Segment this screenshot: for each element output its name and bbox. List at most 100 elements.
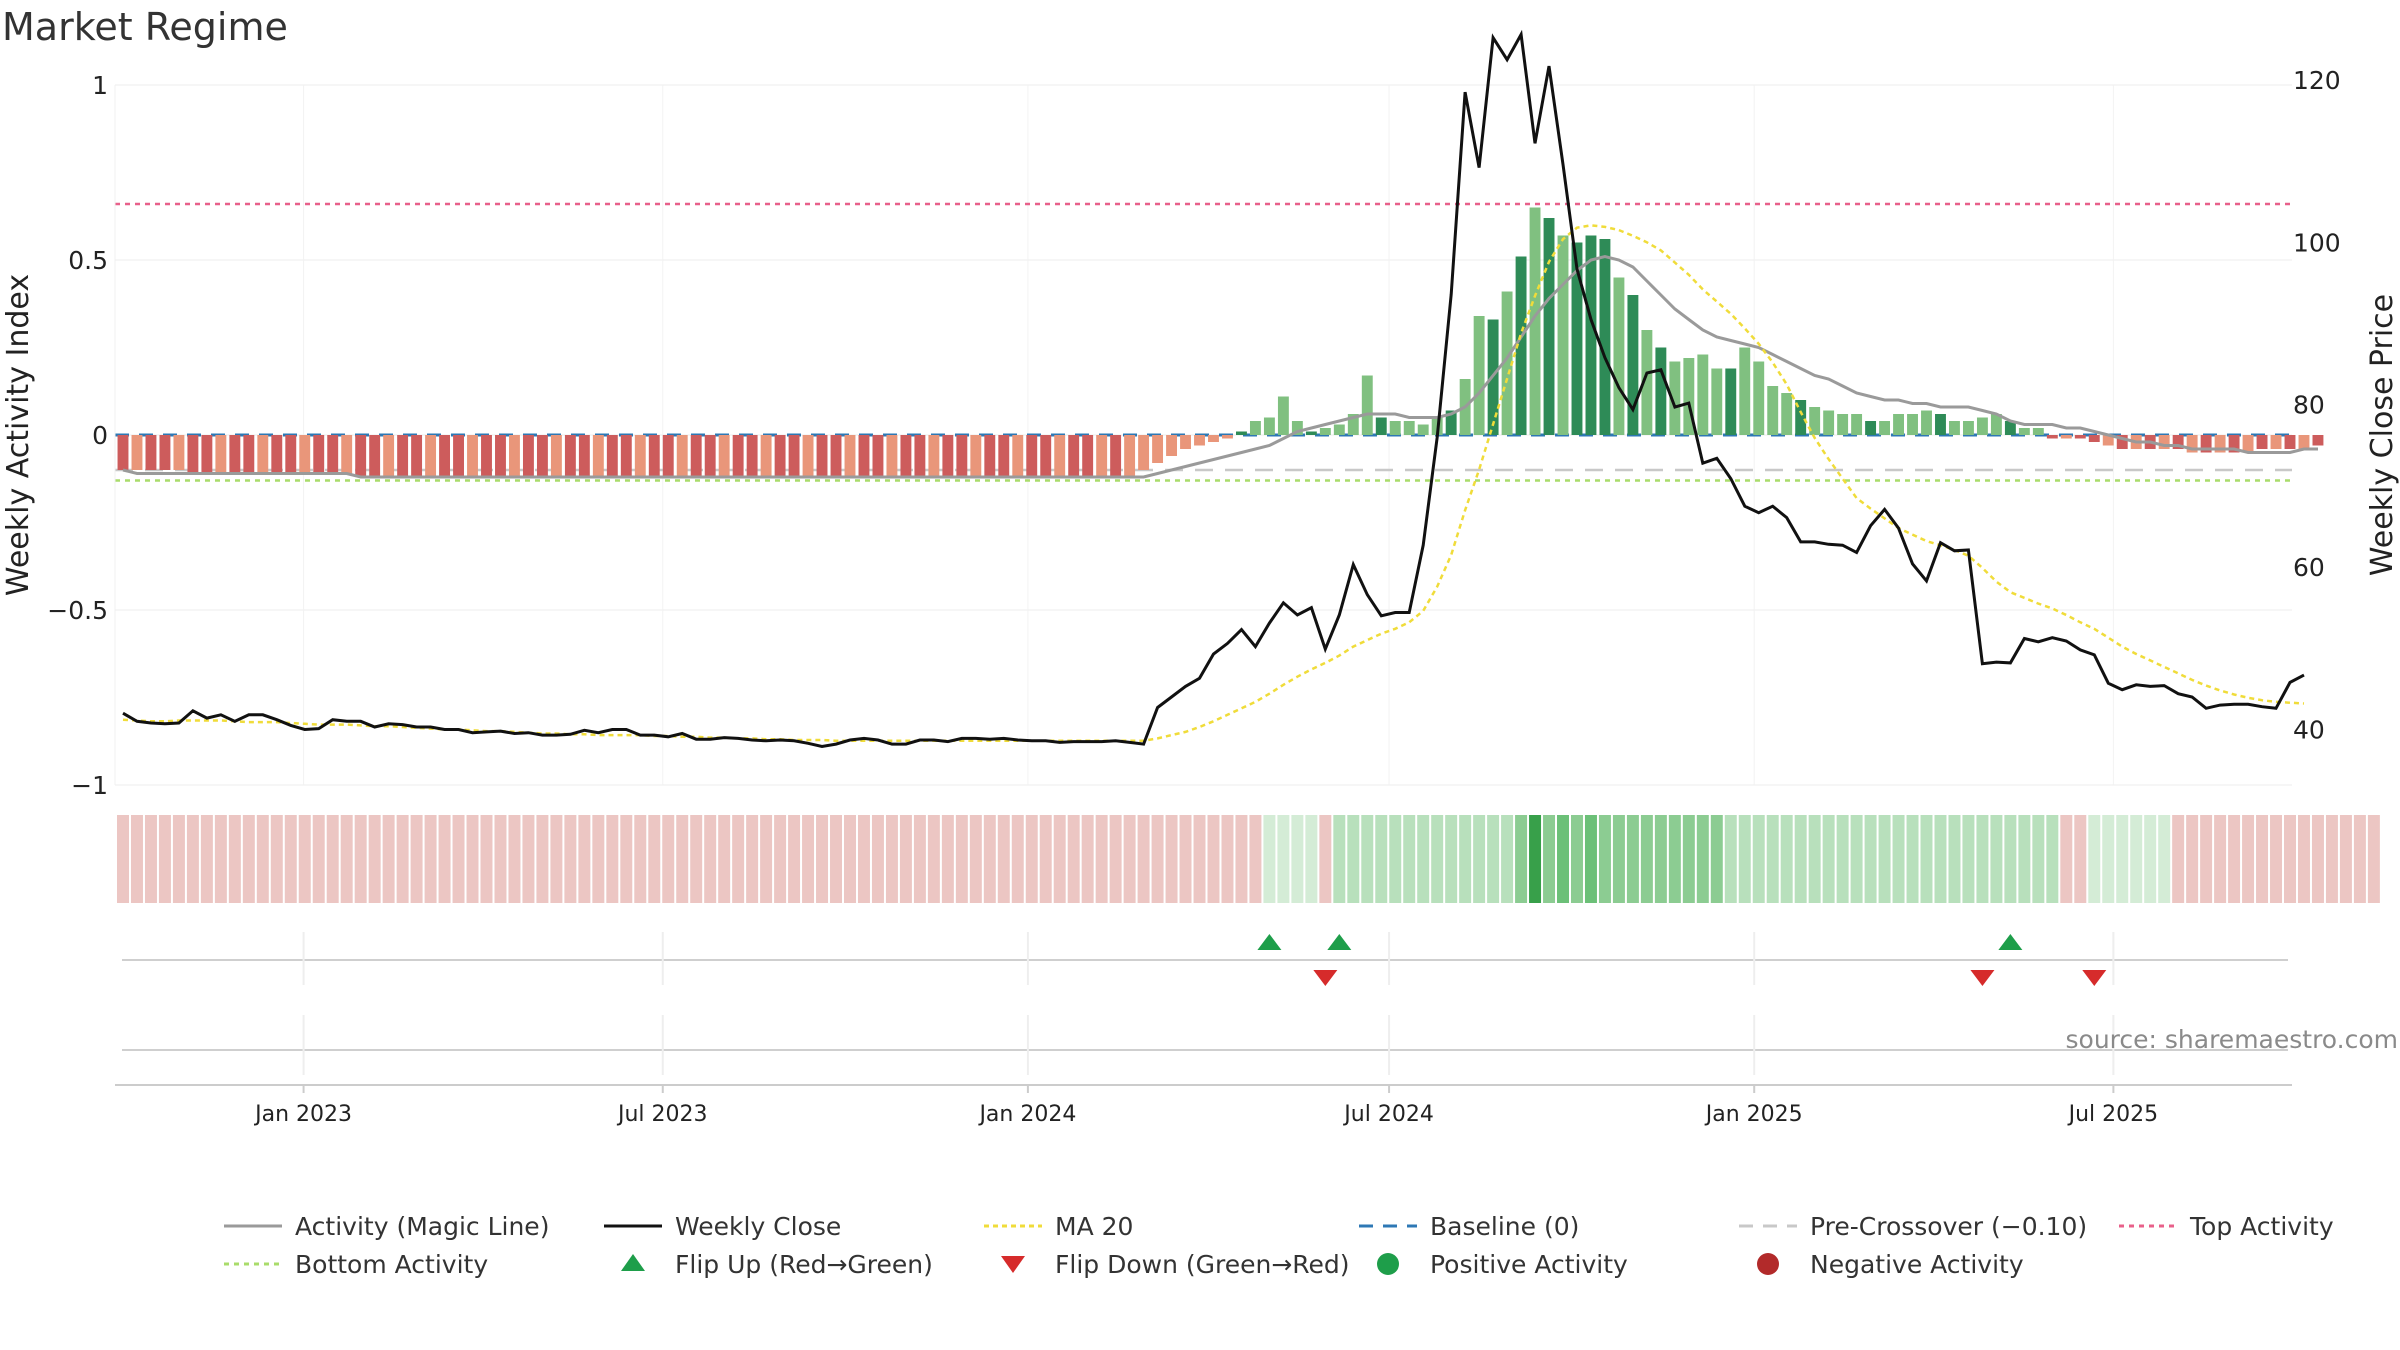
regime-cell [144,815,157,903]
activity-bar [1361,375,1373,435]
regime-cell [1389,815,1402,903]
activity-bar [1082,435,1094,477]
legend-label: MA 20 [1055,1212,1133,1241]
regime-cell [354,815,367,903]
regime-cell [955,815,968,903]
x-axis: Jan 2023 Jul 2023 Jan 2024 Jul 2024 Jan 2025… [115,1084,2292,1127]
activity-bar [1124,435,1136,477]
activity-bar [620,435,632,477]
regime-cell [1570,815,1583,903]
regime-cell [1836,815,1849,903]
regime-cell [662,815,675,903]
regime-cell [284,815,297,903]
weekly-close-series [122,29,2305,749]
regime-cell [941,815,954,903]
regime-cell [508,815,521,903]
activity-bar [676,435,688,477]
flip-down-marker [1970,970,1995,986]
regime-cell [830,815,843,903]
legend: Activity (Magic Line) Weekly Close MA 20 Ba… [224,1212,2334,1279]
activity-bar [355,435,367,477]
regime-cell [1193,815,1206,903]
activity-bar [998,435,1010,477]
activity-bar [1110,435,1122,477]
activity-bar [187,435,199,474]
activity-bar [2242,435,2254,453]
regime-cell [2339,815,2352,903]
regime-cell [606,815,619,903]
regime-cell [2102,815,2115,903]
regime-cell [1221,815,1234,903]
activity-bar [1319,428,1331,435]
activity-bar [1557,235,1569,435]
regime-cell [1151,815,1164,903]
regime-cell [298,815,311,903]
legend-item-ma20: MA 20 [984,1212,1133,1241]
activity-bar [1417,424,1429,435]
legend-item-flipup: Flip Up (Red→Green) [621,1250,933,1279]
activity-bar [1781,393,1793,435]
regime-cell [774,815,787,903]
activity-bar [1347,414,1359,435]
regime-cell [2158,815,2171,903]
regime-cell [997,815,1010,903]
regime-cell [676,815,689,903]
regime-cell [2256,815,2269,903]
regime-cell [1319,815,1332,903]
regime-cell [536,815,549,903]
activity-bar [732,435,744,477]
legend-label: Activity (Magic Line) [295,1212,549,1241]
regime-cell [1584,815,1597,903]
regime-cell [130,815,143,903]
activity-bar [774,435,786,477]
x-tick-label: Jan 2025 [1704,1102,1803,1127]
activity-bar [1962,421,1974,435]
regime-cell [382,815,395,903]
legend-label: Pre-Crossover (−0.10) [1810,1212,2087,1241]
regime-cell [2325,815,2338,903]
activity-bar [1096,435,1108,477]
activity-bar [1865,421,1877,435]
legend-swatch [621,1254,645,1271]
legend-item-bottom: Bottom Activity [224,1250,488,1279]
regime-cell [368,815,381,903]
y-left-tick-label: 0.5 [68,246,108,275]
regime-cell [1263,815,1276,903]
regime-cell [1249,815,1262,903]
axes: 1 0.5 0 −0.5 −1 120 100 80 60 40 Weekly Activity I… [1,66,2400,800]
regime-cell [927,815,940,903]
activity-bar [858,435,870,477]
regime-cell [1612,815,1625,903]
activity-bar [1194,435,1205,446]
activity-bar [2186,435,2198,453]
y-right-tick-label: 100 [2293,228,2341,257]
regime-cell [2353,815,2366,903]
activity-bar [1305,431,1317,435]
activity-bar [201,435,213,474]
activity-bar [117,435,129,470]
activity-bar [746,435,758,477]
regime-cell [732,815,745,903]
regime-cell [494,815,507,903]
regime-cell [1598,815,1611,903]
regime-cell [1696,815,1709,903]
regime-cell [1291,815,1304,903]
regime-strip [117,815,2380,903]
regime-cell [256,815,269,903]
regime-cell [802,815,815,903]
activity-bar [592,435,604,477]
regime-cell [1822,815,1835,903]
series-lines [122,29,2318,749]
regime-cell [1165,815,1178,903]
activity-bar [2256,435,2268,449]
activity-bar [1166,435,1178,456]
regime-cell [1081,815,1094,903]
regime-cell [1277,815,1290,903]
regime-cell [1347,815,1360,903]
activity-bar [1529,207,1541,435]
activity-bar [1152,435,1164,463]
activity-bar [411,435,423,477]
legend-item-close: Weekly Close [604,1212,841,1241]
activity-bar [481,435,492,477]
regime-cell [1459,815,1472,903]
